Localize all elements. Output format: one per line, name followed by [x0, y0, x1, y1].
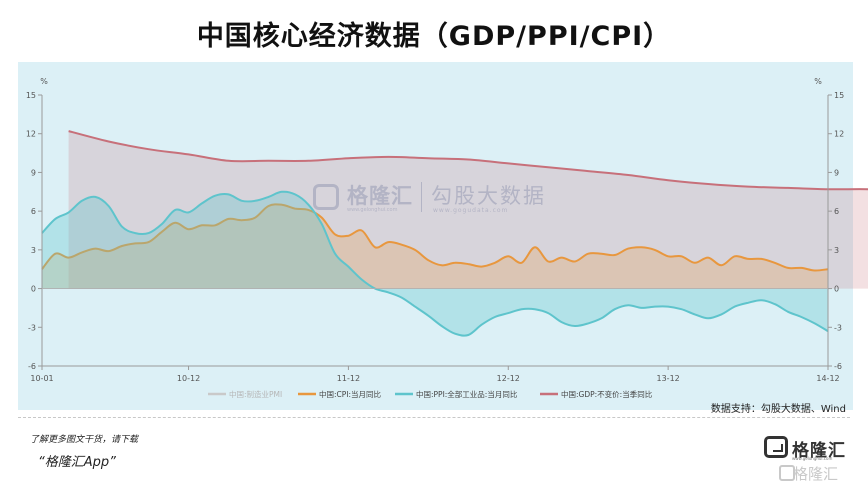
corner-logo-icon	[779, 465, 795, 481]
brand-logo-text: 格隆汇	[792, 441, 846, 461]
brand-logo-sub: www.gelonghui.com	[792, 456, 833, 461]
watermark-logo-icon	[313, 184, 339, 210]
brand-logo: 格隆汇 www.gelonghui.com	[764, 434, 850, 461]
app-name[interactable]: “格隆汇App”	[38, 455, 116, 470]
page-title: 中国核心经济数据（GDP/PPI/CPI）	[196, 21, 672, 52]
watermark-brand-sub: www.gelonghui.com	[347, 207, 398, 213]
watermark-url: www.gogudata.com	[433, 207, 509, 214]
footer-divider	[18, 417, 850, 418]
corner-watermark: 格隆汇	[793, 465, 839, 483]
brand-logo-icon	[764, 436, 788, 458]
watermark-brand: 格隆汇	[347, 184, 413, 208]
watermark: 格隆汇 www.gelonghui.com 勾股大数据 www.gogudata…	[313, 180, 553, 220]
watermark-separator	[421, 182, 422, 212]
download-note: 了解更多图文干货，请下载	[30, 435, 139, 445]
data-source: 数据支持：勾股大数据、Wind	[710, 404, 846, 415]
chart-panel	[18, 62, 853, 410]
watermark-text: 勾股大数据	[431, 184, 546, 208]
